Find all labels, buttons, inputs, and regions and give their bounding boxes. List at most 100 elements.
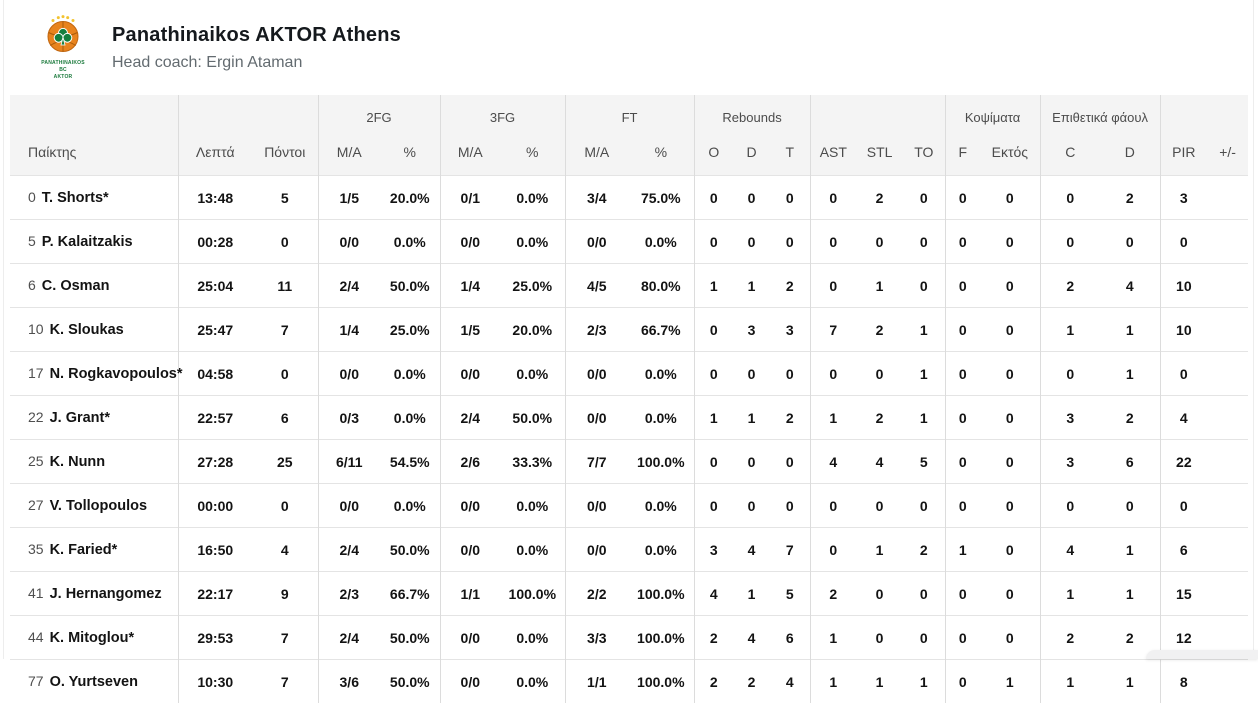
column-header: M/A [565,132,628,176]
stat-cell: 0 [980,616,1040,660]
stat-cell: 0 [1040,220,1100,264]
column-header: Λεπτά [178,132,252,176]
stat-cell: 5 [903,440,945,484]
stat-cell: 50.0% [380,616,440,660]
stat-cell: 4 [694,572,733,616]
stat-cell: 0/0 [318,220,380,264]
column-group-label: 2FG [318,95,440,132]
stat-cell: 50.0% [380,660,440,703]
stat-cell: 54.5% [380,440,440,484]
stat-cell: 2 [694,616,733,660]
player-number: 0 [28,189,36,205]
stat-cell: 1 [1100,572,1160,616]
column-header: T [770,132,810,176]
stat-cell: 0 [1100,220,1160,264]
stat-cell: 4 [770,660,810,703]
stat-cell: 1 [1040,660,1100,703]
stat-cell: 1/4 [318,308,380,352]
stat-cell: 75.0% [628,176,694,220]
stat-cell: 8 [1160,660,1207,703]
stat-cell: 0.0% [500,528,565,572]
stat-cell: 0 [856,352,903,396]
stat-cell: 0 [694,220,733,264]
stat-cell: 0 [810,176,856,220]
stat-cell: 25:47 [178,308,252,352]
stat-cell: 0 [980,440,1040,484]
stat-cell: 0 [770,352,810,396]
stat-cell: 0 [694,484,733,528]
logo-caption: PANATHINAIKOS BC AKTOR [38,60,88,80]
stat-cell: 1 [733,572,770,616]
stat-cell: 0.0% [628,220,694,264]
stat-cell: 2/4 [318,264,380,308]
corner-widget [1146,650,1258,659]
stat-cell: 4 [733,528,770,572]
stat-cell: 7 [770,528,810,572]
player-name: P. Kalaitzakis [42,234,133,250]
stat-cell: 2 [903,528,945,572]
stat-cell: 3/6 [318,660,380,703]
stat-cell: 0 [980,264,1040,308]
stat-cell: 5 [252,176,318,220]
stat-cell: 3 [1160,176,1207,220]
stat-cell: 1 [694,264,733,308]
stat-cell: 00:00 [178,484,252,528]
stat-cell [1207,484,1248,528]
stat-cell: 0.0% [380,484,440,528]
page-left-border [3,0,4,659]
stat-cell: 2 [770,264,810,308]
stat-cell: 20.0% [500,308,565,352]
stat-cell: 22:17 [178,572,252,616]
stat-cell: 25.0% [380,308,440,352]
stat-cell: 4 [1100,264,1160,308]
stat-cell: 2 [810,572,856,616]
player-name: K. Sloukas [50,322,124,338]
stat-cell: 3 [1040,440,1100,484]
stat-cell: 6 [1160,528,1207,572]
stat-cell: 0 [770,440,810,484]
stat-cell: 2 [770,396,810,440]
stat-cell: 0/0 [440,528,500,572]
stat-cell: 2/3 [318,572,380,616]
stat-cell: 1 [1100,308,1160,352]
stat-cell [1207,396,1248,440]
column-group-label [810,95,945,132]
stat-cell: 5 [770,572,810,616]
stat-cell: 10 [1160,264,1207,308]
stat-cell: 1/1 [440,572,500,616]
team-logo: PANATHINAIKOS BC AKTOR [38,14,88,80]
stat-cell: 66.7% [380,572,440,616]
stat-cell: 100.0% [628,440,694,484]
stat-cell: 80.0% [628,264,694,308]
stat-cell: 0 [856,616,903,660]
stat-cell: 2 [856,176,903,220]
stat-cell: 2/4 [318,528,380,572]
column-group-label: FT [565,95,694,132]
player-number: 17 [28,365,44,381]
stat-cell: 0.0% [500,220,565,264]
stat-cell: 1 [980,660,1040,703]
stat-cell: 2/4 [440,396,500,440]
stat-cell: 11 [252,264,318,308]
stat-cell: 0 [733,440,770,484]
stat-cell: 1 [733,264,770,308]
stat-cell: 0 [980,528,1040,572]
stat-cell: 100.0% [628,572,694,616]
stat-cell [1207,440,1248,484]
player-number: 5 [28,233,36,249]
stat-cell: 0.0% [628,528,694,572]
stat-cell: 15 [1160,572,1207,616]
player-name: J. Grant* [50,410,110,426]
stat-cell: 0 [1160,352,1207,396]
stat-cell: 1/5 [318,176,380,220]
